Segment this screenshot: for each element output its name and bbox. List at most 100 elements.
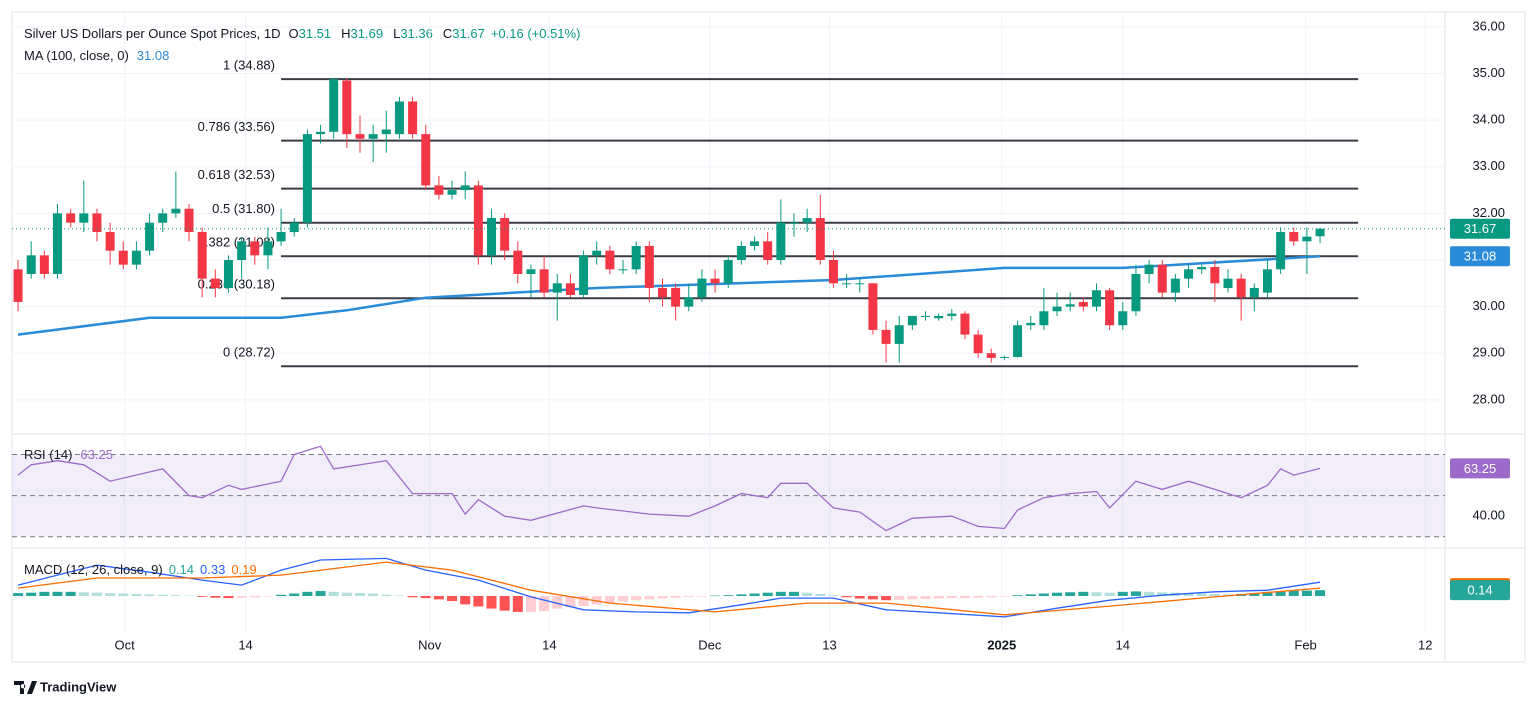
- histogram-bar: [749, 593, 760, 597]
- histogram-bar: [1065, 592, 1076, 597]
- candle-body: [907, 315, 917, 326]
- candle-body: [934, 315, 944, 319]
- histogram-bar: [1209, 593, 1220, 597]
- brand: TradingView: [40, 679, 117, 694]
- histogram-bar: [420, 596, 431, 599]
- candle-body: [565, 283, 575, 295]
- candle-body: [1105, 290, 1115, 326]
- histogram-bar: [959, 596, 970, 599]
- histogram-bar: [802, 592, 813, 597]
- candle-body: [53, 213, 63, 274]
- macd-name: MACD (12, 26, close, 9): [24, 562, 163, 577]
- histogram-bar: [644, 596, 655, 600]
- histogram-bar: [1157, 592, 1168, 597]
- candle-body: [828, 259, 838, 284]
- histogram-bar: [197, 596, 208, 597]
- histogram-bar: [591, 596, 602, 605]
- histogram-bar: [407, 596, 418, 598]
- histogram-bar: [525, 596, 536, 612]
- histogram-bar: [1130, 591, 1141, 597]
- candle-body: [434, 185, 444, 195]
- ma-tag: [1450, 246, 1510, 267]
- logo[interactable]: [14, 681, 37, 694]
- ohlc-key: H: [341, 26, 350, 41]
- candle-body: [368, 134, 378, 139]
- histogram-bar: [762, 592, 773, 597]
- histogram-bar: [276, 594, 287, 597]
- candle-body: [145, 222, 155, 251]
- candle-body: [842, 283, 852, 285]
- ohlc-value: 31.69: [351, 26, 384, 41]
- histogram-bar: [854, 596, 865, 599]
- candle-body: [237, 241, 247, 260]
- x-tick-label: Dec: [698, 637, 722, 652]
- histogram-bar: [867, 596, 878, 600]
- histogram-bar: [881, 596, 892, 601]
- rsi-tag-label: 63.25: [1464, 461, 1497, 476]
- candle-body: [473, 185, 483, 256]
- candle-body: [1144, 264, 1154, 274]
- histogram-bar: [499, 596, 510, 611]
- histogram-bar: [302, 591, 313, 597]
- macd-line: [17, 557, 1321, 618]
- fib-label: 0 (28.72): [223, 345, 275, 360]
- histogram-bar: [1301, 590, 1312, 597]
- macd-value: 0.33: [200, 562, 225, 577]
- histogram-bar: [486, 596, 497, 609]
- histogram-bar: [788, 591, 799, 597]
- histogram-bar: [920, 596, 931, 599]
- histogram-bar: [552, 596, 563, 609]
- histogram-bar: [657, 596, 668, 599]
- x-tick-label: Nov: [418, 637, 442, 652]
- candle-body: [355, 134, 365, 139]
- histogram-bar: [289, 593, 300, 597]
- candle-body: [1013, 325, 1023, 357]
- ma-tag-label: 31.08: [1464, 249, 1497, 264]
- candle-body: [92, 213, 102, 233]
- candle-body: [1157, 264, 1167, 293]
- candle-body: [381, 129, 391, 135]
- histogram-bar: [473, 596, 484, 607]
- candle-body: [1289, 232, 1299, 242]
- candle-body: [223, 259, 233, 288]
- histogram-bar: [65, 591, 76, 597]
- candle-body: [158, 213, 168, 223]
- histogram-bar: [105, 593, 116, 597]
- candle-body: [644, 246, 654, 288]
- histogram-bar: [986, 596, 997, 598]
- candle-body: [316, 131, 326, 135]
- candle-body: [250, 241, 260, 256]
- histogram-bar: [1249, 593, 1260, 597]
- histogram-bar: [512, 596, 523, 612]
- candle-body: [710, 278, 720, 284]
- candle-body: [13, 269, 23, 302]
- candle-body: [552, 283, 562, 293]
- candle-body: [1236, 278, 1246, 298]
- histogram-bar: [78, 592, 89, 597]
- rsi-value: 63.25: [80, 447, 113, 462]
- x-tick-label: Oct: [114, 637, 135, 652]
- histogram-bar: [1012, 595, 1023, 597]
- histogram-bar: [1038, 593, 1049, 597]
- candle-body: [671, 287, 681, 307]
- y-tick-label: 36.00: [1472, 18, 1505, 33]
- candle-body: [526, 269, 536, 274]
- histogram-bar: [604, 596, 615, 604]
- candle-body: [605, 250, 615, 270]
- candle-body: [1197, 266, 1207, 270]
- fib-label: 0.236 (30.18): [198, 277, 275, 292]
- candle-body: [1039, 311, 1049, 326]
- candle-body: [579, 255, 589, 295]
- candle-body: [302, 134, 312, 223]
- candle-body: [1091, 290, 1101, 307]
- y-tick-label: 33.00: [1472, 158, 1505, 173]
- header: Silver US Dollars per Ounce Spot Prices,…: [24, 26, 580, 41]
- moving-average: [17, 255, 1321, 336]
- x-tick-label: 14: [238, 637, 252, 652]
- histogram-bar: [1117, 591, 1128, 597]
- histogram-bar: [1315, 590, 1326, 597]
- x-tick-label: 12: [1418, 637, 1432, 652]
- histogram-bar: [683, 596, 694, 597]
